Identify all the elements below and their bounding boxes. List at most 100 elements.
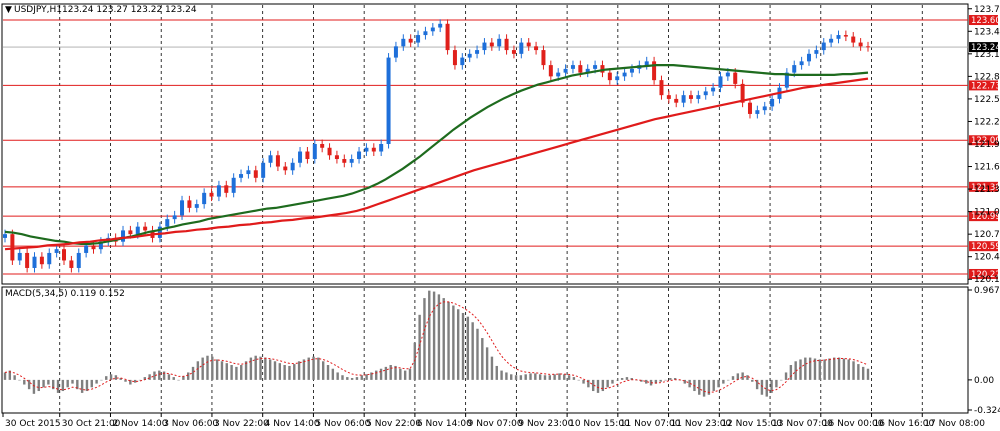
macd-histogram-bar [148, 374, 151, 380]
bear-candle [674, 98, 679, 103]
macd-signal-line [4, 301, 869, 393]
ohlc-values: 123.24 123.27 123.22 123.24 [62, 5, 197, 15]
macd-histogram-bar [789, 365, 793, 380]
y-tick-label: 123.15 [974, 50, 1000, 60]
y-tick-label: 122.85 [974, 72, 1000, 82]
y-tick-label: 122.25 [974, 117, 1000, 127]
bull-candle [386, 57, 391, 145]
macd-histogram-bar [519, 375, 523, 380]
macd-histogram-bar [442, 298, 445, 380]
macd-histogram-bar [775, 379, 778, 388]
x-tick-label: 3 Nov 06:00 [163, 419, 218, 429]
bull-candle [792, 65, 797, 73]
macd-histogram-bar [731, 376, 735, 380]
bull-candle [629, 68, 634, 73]
bull-candle [180, 200, 185, 216]
macd-histogram-bar [481, 338, 484, 380]
macd-histogram-bar [129, 379, 132, 385]
macd-histogram-bar [18, 379, 21, 381]
macd-histogram-bar [312, 356, 315, 380]
bull-candle [585, 68, 590, 73]
bear-candle [541, 50, 546, 66]
x-tick-label: 9 Nov 07:00 [468, 419, 523, 429]
macd-histogram-bar [370, 372, 373, 380]
macd-histogram-bar [495, 365, 498, 380]
macd-histogram-bar [659, 379, 662, 382]
macd-histogram-bar [736, 373, 740, 380]
bull-candle [438, 23, 443, 28]
bull-candle [165, 219, 170, 227]
macd-histogram-bar [813, 358, 817, 380]
macd-histogram-bar [751, 379, 754, 382]
macd-histogram-bar [360, 375, 363, 380]
macd-histogram-bar [283, 365, 286, 380]
bear-candle [534, 46, 539, 51]
y-tick-label: 122.55 [974, 95, 1000, 105]
x-tick-label: 6 Nov 14:00 [417, 419, 472, 429]
bull-candle [3, 234, 7, 238]
macd-histogram-bar [211, 356, 214, 380]
bull-candle [563, 68, 568, 73]
bull-candle [216, 185, 221, 197]
y-tick-label: 121.95 [974, 140, 1000, 150]
bull-candle [290, 162, 295, 171]
moving-averages [4, 63, 869, 251]
macd-histogram-bar [577, 379, 580, 381]
macd-histogram-bar [466, 316, 470, 380]
macd-histogram-bar [490, 356, 494, 380]
macd-histogram-bar [187, 372, 190, 380]
macd-histogram-bar [630, 378, 633, 380]
x-tick-label: 5 Nov 06:00 [315, 419, 370, 429]
macd-histogram-bar [293, 364, 296, 380]
bull-candle [711, 87, 716, 92]
macd-histogram-bar [654, 379, 658, 384]
bear-candle [143, 226, 148, 231]
macd-histogram-bar [784, 372, 788, 380]
bear-candle [526, 42, 531, 47]
macd-histogram-bar [278, 363, 282, 380]
x-tick-label: 11 Nov 07:00 [620, 419, 681, 429]
macd-histogram-bar [582, 379, 585, 384]
bear-candle [320, 144, 325, 148]
bull-candle [357, 151, 362, 160]
macd-histogram-bar [755, 379, 759, 390]
y-tick-label: 120.75 [974, 230, 1000, 240]
macd-histogram-bar [42, 379, 45, 388]
macd-histogram-bar [346, 377, 349, 380]
macd-histogram-bar [240, 365, 243, 380]
macd-histogram-bar [514, 375, 518, 380]
macd-histogram-bar [726, 379, 730, 381]
bear-candle [253, 170, 258, 178]
macd-histogram-bar [162, 371, 166, 380]
macd-histogram-bar [172, 377, 175, 380]
bear-candle [408, 38, 413, 43]
bull-candle [298, 151, 303, 163]
macd-histogram-bar [746, 375, 749, 380]
bull-candle [121, 230, 126, 242]
bear-candle [371, 147, 376, 152]
macd-histogram-bar [611, 379, 614, 384]
macd-histogram-bar [56, 379, 60, 393]
macd-axis: 0.967 0.00 -0.324 [968, 286, 1000, 416]
bear-candle [275, 155, 280, 167]
bull-candle [593, 65, 598, 69]
bull-candle [519, 42, 524, 54]
macd-histogram-bar [394, 365, 397, 380]
macd-histogram-bar [47, 379, 50, 385]
macd-histogram-bar [85, 379, 89, 392]
x-tick-label: 30 Oct 21:00 [62, 419, 121, 429]
bull-candle [814, 50, 819, 54]
slow-moving-average-line [4, 77, 869, 251]
y-tick-label: 121.05 [974, 208, 1000, 218]
bull-candle [76, 252, 81, 268]
macd-histogram-bar [818, 359, 821, 380]
level-price-label: 122.73 [971, 81, 1000, 91]
macd-histogram-bar [866, 368, 870, 380]
macd-histogram-bar [76, 379, 79, 390]
macd-histogram-bar [384, 366, 388, 380]
macd-histogram-bar [765, 379, 768, 397]
macd-histogram-bar [548, 375, 551, 380]
x-tick-label: 13 Nov 07:00 [772, 419, 833, 429]
macd-y-tick-label: 0.967 [974, 286, 1000, 296]
